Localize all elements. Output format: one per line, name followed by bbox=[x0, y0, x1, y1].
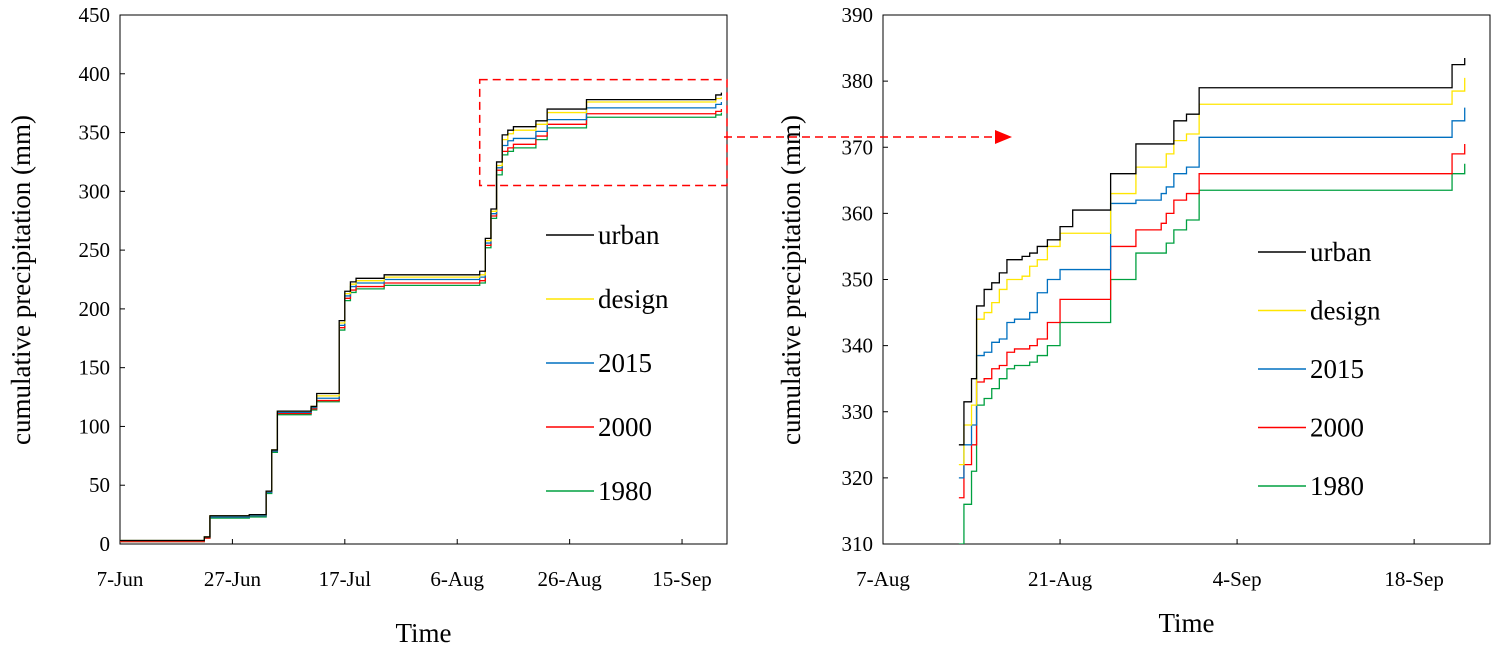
y-tick-label: 150 bbox=[79, 356, 111, 380]
y-axis-title: cumulative precipitation (mm) bbox=[6, 115, 36, 445]
legend-label-2000: 2000 bbox=[598, 412, 652, 442]
y-tick-label: 300 bbox=[79, 179, 111, 203]
y-tick-label: 50 bbox=[89, 473, 110, 497]
legend-label-2015: 2015 bbox=[1310, 354, 1364, 384]
y-tick-label: 0 bbox=[100, 532, 111, 556]
legend-label-design: design bbox=[598, 284, 669, 314]
x-axis-title: Time bbox=[1158, 608, 1214, 638]
zoom-region-box bbox=[478, 78, 728, 187]
legend-label-2000: 2000 bbox=[1310, 413, 1364, 443]
y-axis-title: cumulative precipitation (mm) bbox=[776, 115, 806, 445]
legend-label-urban: urban bbox=[1310, 237, 1372, 267]
series-line-1980 bbox=[958, 163, 1466, 544]
x-tick-label: 7-Jun bbox=[97, 567, 144, 591]
series-line-2015 bbox=[120, 101, 723, 542]
y-tick-label: 200 bbox=[79, 297, 111, 321]
zoom-arrow-head bbox=[995, 130, 1012, 144]
legend-label-urban: urban bbox=[598, 220, 660, 250]
series-line-urban bbox=[958, 57, 1466, 446]
full-season-chart: 0 50 100 150 200 250 300 350 400 450 7-Jun 27-Jun 17… bbox=[6, 3, 728, 648]
series-line-urban bbox=[120, 92, 723, 542]
x-tick-label: 4-Sep bbox=[1213, 567, 1262, 591]
x-tick-label: 27-Jun bbox=[204, 567, 262, 591]
legend-label-design: design bbox=[1310, 296, 1381, 326]
y-tick-label: 330 bbox=[842, 400, 874, 424]
y-tick-label: 360 bbox=[842, 201, 874, 225]
x-tick-label: 21-Aug bbox=[1028, 567, 1093, 591]
y-tick-label: 340 bbox=[842, 334, 874, 358]
series-line-2000 bbox=[958, 143, 1466, 499]
zoomed-chart: 310 320 330 340 350 360 370 380 390 7-Aug 21-Aug 4-… bbox=[776, 3, 1491, 638]
x-axis-title: Time bbox=[395, 618, 451, 648]
x-tick-label: 18-Sep bbox=[1384, 567, 1444, 591]
y-tick-label: 320 bbox=[842, 466, 874, 490]
x-tick-label: 6-Aug bbox=[430, 567, 484, 591]
y-tick-label: 380 bbox=[842, 69, 874, 93]
series-line-2015 bbox=[958, 107, 1466, 479]
zoom-arrow bbox=[724, 130, 1012, 144]
y-tick-label: 310 bbox=[842, 532, 874, 556]
y-tick-label: 450 bbox=[79, 3, 111, 27]
y-tick-label: 370 bbox=[842, 135, 874, 159]
x-tick-label: 7-Aug bbox=[856, 567, 910, 591]
legend-label-1980: 1980 bbox=[1310, 471, 1364, 501]
y-tick-label: 390 bbox=[842, 3, 874, 27]
plot-frame bbox=[119, 14, 728, 545]
series-line-design bbox=[120, 97, 723, 542]
legend-label-1980: 1980 bbox=[598, 476, 652, 506]
x-tick-label: 15-Sep bbox=[652, 567, 712, 591]
y-tick-label: 350 bbox=[79, 121, 111, 145]
legend-label-2015: 2015 bbox=[598, 348, 652, 378]
y-tick-label: 400 bbox=[79, 62, 111, 86]
y-tick-label: 100 bbox=[79, 414, 111, 438]
y-tick-label: 350 bbox=[842, 268, 874, 292]
x-tick-label: 26-Aug bbox=[538, 567, 603, 591]
x-tick-label: 17-Jul bbox=[319, 567, 372, 591]
y-tick-label: 250 bbox=[79, 238, 111, 262]
series-line-design bbox=[958, 77, 1466, 466]
plot-frame bbox=[882, 14, 1491, 545]
